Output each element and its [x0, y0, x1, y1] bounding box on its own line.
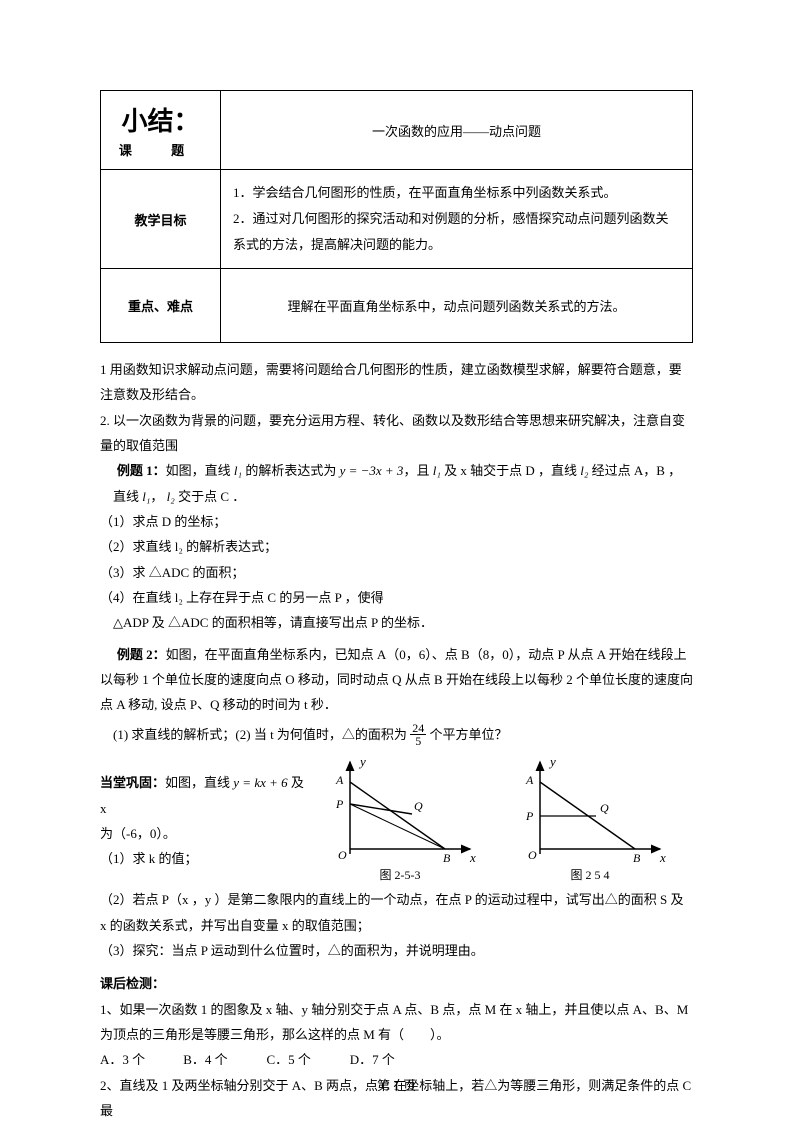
svg-text:P: P — [335, 797, 344, 811]
goals-content: 1．学会结合几何图形的性质，在平面直角坐标系中列函数关系式。 2．通过对几何图形… — [221, 170, 693, 269]
svg-text:O: O — [528, 848, 537, 862]
ex1-q4b: △ADP 及 △ADC 的面积相等，请直接写出点 P 的坐标． — [100, 610, 693, 635]
summary-cell: 小结： 课 题 — [101, 91, 221, 170]
goals-line-2: 2．通过对几何图形的探究活动和对例题的分析，感悟探究动点问题列函数关系式的方法，… — [233, 206, 680, 258]
page-number: 第 1 页 — [0, 1075, 793, 1094]
after-q1: 1、如果一次函数 1 的图象及 x 轴、y 轴分别交于点 A 点、B 点，点 M… — [100, 997, 693, 1048]
ex1-q2: （2）求直线 l₂ 的解析表达式； — [100, 534, 693, 559]
svg-text:Q: Q — [414, 799, 423, 813]
example-2: 例题 2：如图，在平面直角坐标系内，已知点 A（0，6）、点 B（8，0），动点… — [100, 642, 693, 718]
ex2-q1: (1) 求直线的解析式；(2) 当 t 为何值时，△的面积为 245 个平方单位… — [100, 722, 693, 749]
goals-label: 教学目标 — [101, 170, 221, 269]
consol-q1: （1）求 k 的值； — [100, 846, 310, 871]
fraction-24-5: 245 — [410, 722, 426, 747]
summary-big: 小结： — [113, 101, 208, 138]
consol-label: 当堂巩固： — [100, 775, 165, 790]
intro-2: 2. 以一次函数为背景的问题，要充分运用方程、转化、函数以及数形结合等思想来研究… — [100, 408, 693, 459]
svg-text:B: B — [633, 851, 641, 864]
after-label: 课后检测： — [100, 971, 693, 996]
consol-q3: （3）探究：当点 P 运动到什么位置时，△的面积为，并说明理由。 — [100, 938, 693, 963]
svg-text:x: x — [659, 850, 666, 864]
figure-2: y x O A P Q B 图 2 5 4 — [510, 754, 670, 883]
consol-q2: （2）若点 P（x ，y ）是第二象限内的直线上的一个动点，在点 P 的运动过程… — [100, 887, 693, 938]
svg-text:P: P — [525, 809, 534, 823]
ex1-q4a: （4）在直线 l₂ 上存在异于点 C 的另一点 P ，使得 — [100, 585, 693, 610]
svg-text:y: y — [358, 754, 366, 769]
svg-text:O: O — [338, 848, 347, 862]
lesson-header-table: 小结： 课 题 一次函数的应用——动点问题 教学目标 1．学会结合几何图形的性质… — [100, 90, 693, 343]
consolidation-row: 当堂巩固：如图，直线 y = kx + 6 及 x 为（-6，0）。 （1）求 … — [100, 748, 693, 887]
svg-text:A: A — [525, 773, 534, 787]
consolidation: 当堂巩固：如图，直线 y = kx + 6 及 x — [100, 770, 310, 821]
document-body: 1 用函数知识求解动点问题，需要将问题给合几何图形的性质，建立函数模型求解，解要… — [100, 357, 693, 1123]
goals-line-1: 1．学会结合几何图形的性质，在平面直角坐标系中列函数关系式。 — [233, 180, 680, 206]
diagram-2-svg: y x O A P Q B — [510, 754, 670, 864]
fig1-caption: 图 2-5-3 — [380, 866, 421, 883]
consol-line2: 为（-6，0）。 — [100, 821, 310, 846]
figures-row: y x O A P Q B 图 2-5-3 — [320, 754, 670, 883]
key-content: 理解在平面直角坐标系中，动点问题列函数关系式的方法。 — [221, 269, 693, 343]
svg-text:Q: Q — [600, 801, 609, 815]
svg-text:B: B — [443, 851, 451, 864]
ex2-label: 例题 2： — [117, 647, 166, 662]
after-q1-options: A．3 个 B．4 个 C．5 个 D．7 个 — [100, 1047, 693, 1072]
example-1: 例题 1：如图，直线 l₁ 的解析表达式为 y = −3x + 3，且 l₁ 及… — [100, 458, 693, 483]
figure-1: y x O A P Q B 图 2-5-3 — [320, 754, 480, 883]
ex1-label: 例题 1： — [117, 463, 166, 478]
ex1-q1: （1）求点 D 的坐标； — [100, 509, 693, 534]
svg-text:A: A — [335, 773, 344, 787]
svg-text:x: x — [469, 850, 476, 864]
intro-1: 1 用函数知识求解动点问题，需要将问题给合几何图形的性质，建立函数模型求解，解要… — [100, 357, 693, 408]
lesson-title: 一次函数的应用——动点问题 — [221, 91, 693, 170]
diagram-1-svg: y x O A P Q B — [320, 754, 480, 864]
ex1-line2: 直线 l₁， l₂ 交于点 C ． — [100, 484, 693, 509]
ex1-q3: （3）求 △ADC 的面积； — [100, 560, 693, 585]
fig2-caption: 图 2 5 4 — [570, 866, 609, 883]
summary-sub: 课 题 — [119, 143, 202, 158]
svg-text:y: y — [548, 754, 556, 769]
key-label: 重点、难点 — [101, 269, 221, 343]
